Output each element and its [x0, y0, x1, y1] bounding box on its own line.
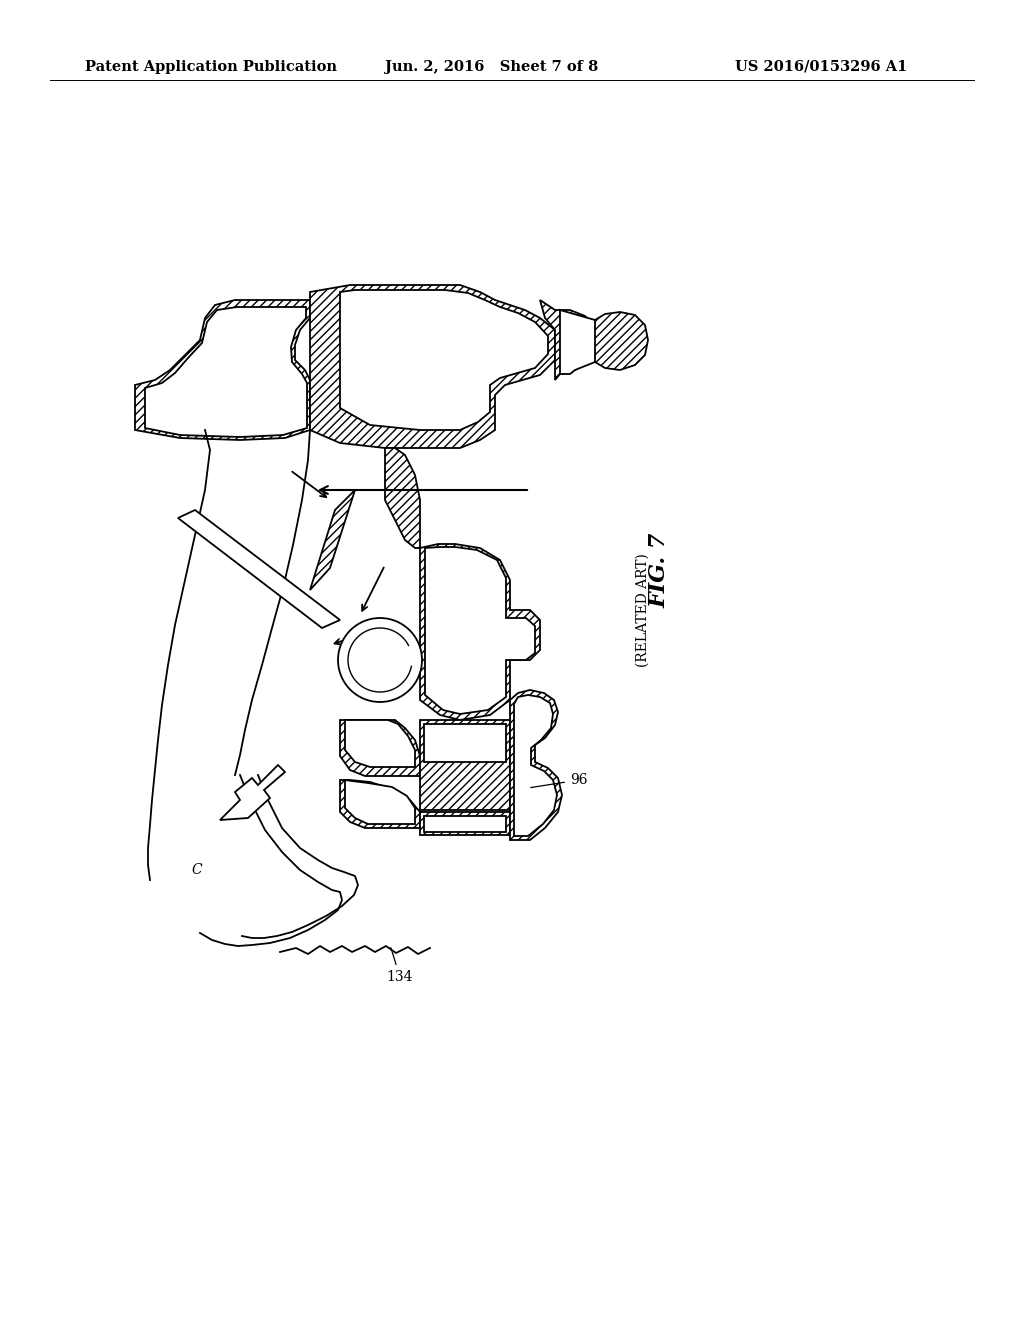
Polygon shape	[135, 300, 310, 440]
Polygon shape	[590, 312, 648, 370]
Polygon shape	[340, 290, 548, 430]
Polygon shape	[310, 490, 355, 590]
Polygon shape	[220, 766, 285, 820]
Polygon shape	[178, 510, 340, 628]
Circle shape	[338, 618, 422, 702]
Polygon shape	[425, 546, 535, 714]
Text: 96: 96	[530, 774, 588, 788]
Polygon shape	[340, 719, 420, 776]
Polygon shape	[424, 816, 506, 832]
Polygon shape	[420, 719, 510, 810]
Polygon shape	[420, 812, 510, 836]
Text: FIG. 7: FIG. 7	[649, 532, 671, 607]
Text: Jun. 2, 2016   Sheet 7 of 8: Jun. 2, 2016 Sheet 7 of 8	[385, 59, 598, 74]
Polygon shape	[424, 723, 506, 762]
Polygon shape	[345, 780, 415, 824]
Polygon shape	[310, 285, 555, 447]
Polygon shape	[385, 447, 420, 548]
Text: (RELATED ART): (RELATED ART)	[636, 553, 650, 667]
Polygon shape	[345, 719, 415, 767]
Polygon shape	[540, 300, 598, 380]
Polygon shape	[510, 690, 562, 840]
Text: 134: 134	[387, 948, 414, 983]
Polygon shape	[514, 696, 557, 836]
Polygon shape	[145, 308, 307, 437]
Text: US 2016/0153296 A1: US 2016/0153296 A1	[735, 59, 907, 74]
Text: C: C	[191, 863, 202, 876]
Polygon shape	[560, 310, 595, 374]
Polygon shape	[340, 780, 420, 828]
Text: Patent Application Publication: Patent Application Publication	[85, 59, 337, 74]
Polygon shape	[420, 544, 540, 719]
